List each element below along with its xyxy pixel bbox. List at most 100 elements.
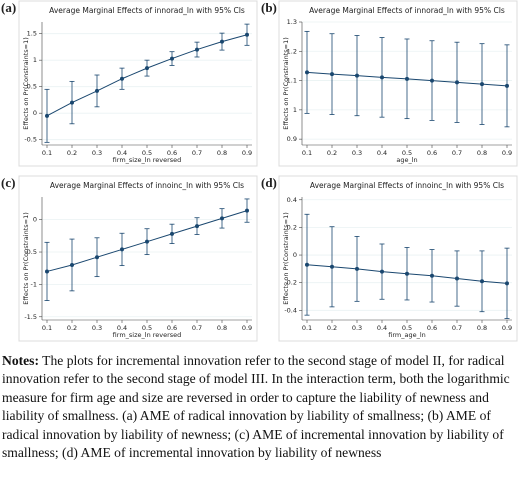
data-point: [120, 247, 124, 252]
x-tick-label: 0.7: [192, 149, 202, 157]
panel: (d) Average Marginal Effects of innoinc_l…: [261, 175, 518, 342]
data-point: [195, 224, 199, 229]
data-point: [220, 39, 224, 44]
y-tick-label: -1: [31, 280, 37, 288]
x-tick-label: 0.4: [377, 149, 387, 157]
x-tick-label: 0.2: [67, 149, 77, 157]
data-point: [170, 231, 174, 236]
data-point: [455, 80, 459, 85]
y-tick-label: -0.5: [24, 136, 37, 144]
y-axis-label: Effects on Pr(Constraints=1): [282, 37, 290, 130]
data-point: [405, 76, 409, 81]
y-tick-label: 1.3: [287, 18, 297, 26]
x-tick-label: 0.9: [242, 149, 252, 157]
data-point: [355, 73, 359, 78]
x-tick-label: 0.5: [142, 324, 152, 332]
data-point: [430, 78, 434, 83]
y-tick-label: -1.5: [24, 313, 37, 321]
x-tick-label: 0.8: [477, 324, 487, 332]
data-point: [305, 262, 309, 267]
x-tick-label: 0.7: [452, 149, 462, 157]
data-point: [380, 269, 384, 274]
x-axis-label: firm_age_ln: [388, 331, 426, 339]
panel: (c) Average Marginal Effects of innoinc_l…: [1, 175, 258, 342]
panel-label: (d): [261, 175, 277, 190]
y-tick-label: 1.5: [27, 30, 37, 38]
y-axis-label: Effects on Pr(Constraints=1): [282, 212, 290, 305]
data-point: [380, 75, 384, 80]
x-tick-label: 0.2: [327, 149, 337, 157]
y-tick-label: 0.2: [287, 223, 297, 231]
y-tick-label: 0.9: [287, 135, 297, 143]
data-point: [145, 66, 149, 71]
panel: (b) Average Marginal Effects of innorad_l…: [261, 0, 518, 167]
x-tick-label: 0.6: [167, 324, 177, 332]
x-tick-label: 0.6: [427, 324, 437, 332]
x-tick-label: 0.6: [427, 149, 437, 157]
x-tick-label: 0.3: [92, 324, 102, 332]
data-point: [45, 113, 49, 118]
notes: Notes: The plots for incremental innovat…: [2, 352, 516, 462]
x-tick-label: 0.6: [167, 149, 177, 157]
panel-label: (c): [1, 175, 15, 190]
data-point: [405, 271, 409, 276]
data-point: [245, 32, 249, 37]
x-tick-label: 0.7: [192, 324, 202, 332]
y-tick-label: -0.4: [284, 306, 297, 314]
y-tick-label: 1: [33, 56, 37, 64]
data-point: [220, 216, 224, 221]
data-point: [70, 100, 74, 105]
data-point: [120, 76, 124, 81]
x-tick-label: 0.5: [402, 149, 412, 157]
y-tick-label: 0.5: [27, 83, 37, 91]
x-tick-label: 0.9: [502, 324, 512, 332]
x-tick-label: 0.8: [477, 149, 487, 157]
data-point: [145, 239, 149, 244]
chart-title: Average Marginal Effects of innorad_ln w…: [309, 6, 505, 15]
data-point: [195, 47, 199, 52]
x-tick-label: 0.4: [377, 324, 387, 332]
x-tick-label: 0.8: [217, 149, 227, 157]
data-point: [505, 281, 509, 286]
notes-text: The plots for incremental innovation ref…: [2, 353, 510, 461]
data-point: [305, 70, 309, 75]
data-point: [45, 269, 49, 274]
x-tick-label: 0.4: [117, 149, 127, 157]
x-tick-label: 0.1: [42, 324, 52, 332]
data-point: [95, 88, 99, 93]
chart-title: Average Marginal Effects of innorad_ln w…: [49, 6, 245, 15]
x-tick-label: 0.3: [92, 149, 102, 157]
x-tick-label: 0.2: [327, 324, 337, 332]
data-point: [330, 264, 334, 269]
notes-label: Notes:: [2, 353, 39, 368]
figure: (a) Average Marginal Effects of innorad_l…: [1, 0, 518, 342]
x-tick-label: 0.5: [402, 324, 412, 332]
data-point: [95, 255, 99, 260]
x-tick-label: 0.3: [352, 149, 362, 157]
x-axis-label: firm_size_ln reversed: [113, 331, 182, 339]
data-point: [480, 279, 484, 284]
x-axis-label: firm_size_ln reversed: [113, 156, 182, 164]
x-tick-label: 0.4: [117, 324, 127, 332]
x-tick-label: 0.7: [452, 324, 462, 332]
x-tick-label: 0.8: [217, 324, 227, 332]
plot-area: [42, 22, 252, 145]
y-tick-label: 1.2: [287, 47, 297, 55]
x-tick-label: 0.5: [142, 149, 152, 157]
chart-title: Average Marginal Effects of innoinc_ln w…: [50, 181, 244, 190]
data-point: [480, 82, 484, 87]
data-point: [170, 56, 174, 61]
chart-title: Average Marginal Effects of innoinc_ln w…: [310, 181, 504, 190]
x-tick-label: 0.9: [242, 324, 252, 332]
x-tick-label: 0.1: [302, 149, 312, 157]
y-tick-label: 0: [33, 109, 37, 117]
y-tick-label: -0.5: [24, 248, 37, 256]
data-point: [505, 83, 509, 88]
y-tick-label: -0.2: [284, 279, 297, 287]
data-point: [245, 208, 249, 213]
x-tick-label: 0.3: [352, 324, 362, 332]
x-tick-label: 0.2: [67, 324, 77, 332]
y-tick-label: 0: [33, 216, 37, 224]
x-tick-label: 0.9: [502, 149, 512, 157]
